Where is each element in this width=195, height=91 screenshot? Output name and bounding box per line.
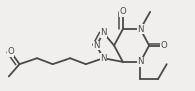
Text: N: N xyxy=(137,57,144,66)
Text: O: O xyxy=(7,47,14,56)
Text: N: N xyxy=(100,28,107,37)
Text: O: O xyxy=(120,7,126,16)
Text: N: N xyxy=(100,54,107,63)
Text: O: O xyxy=(160,41,167,50)
Text: N: N xyxy=(137,25,144,34)
Text: N: N xyxy=(93,41,100,50)
